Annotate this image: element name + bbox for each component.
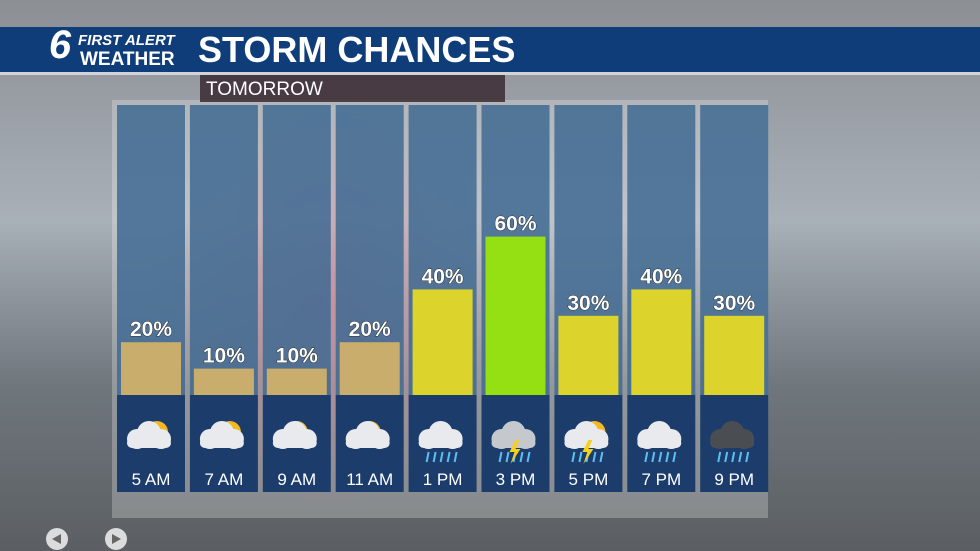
icon-rain <box>724 451 729 463</box>
x-tick-label: 3 PM <box>496 470 536 489</box>
icon-rain <box>453 451 458 463</box>
value-label: 20% <box>349 318 391 341</box>
icon-rain <box>432 451 437 463</box>
icon-rain <box>578 451 583 463</box>
icon-rain <box>745 451 750 463</box>
header-rule <box>0 72 980 75</box>
icon-rain <box>526 451 531 463</box>
x-tick-label: 5 AM <box>132 470 171 489</box>
weather-icon <box>127 421 171 449</box>
value-label: 40% <box>422 265 464 288</box>
x-tick-label: 9 PM <box>714 470 754 489</box>
bar <box>121 342 181 395</box>
icon-rain <box>498 451 503 463</box>
icon-cloud <box>272 438 317 448</box>
icon-cloud <box>127 438 171 448</box>
column-bg <box>262 105 331 395</box>
icon-rain <box>651 451 656 463</box>
header-bar <box>0 27 980 72</box>
icon-bolt <box>509 440 521 464</box>
x-tick-label: 9 AM <box>277 470 316 489</box>
icon-rain <box>592 451 597 463</box>
x-tick-label: 5 PM <box>569 470 609 489</box>
x-tick-label: 1 PM <box>423 470 463 489</box>
icon-rain <box>571 451 576 463</box>
x-tick-label: 11 AM <box>346 470 393 489</box>
weather-icon <box>345 421 390 449</box>
icon-cloud <box>199 438 244 448</box>
icon-cloud <box>564 438 609 448</box>
bar <box>704 315 765 395</box>
icon-cloud <box>710 438 755 448</box>
value-label: 40% <box>640 265 682 288</box>
chart-title: STORM CHANCES <box>198 29 515 70</box>
chart-subtitle: TOMORROW <box>206 79 323 100</box>
icon-rain <box>439 451 444 463</box>
icon-cloud <box>491 438 536 448</box>
value-label: 60% <box>494 213 536 236</box>
weather-icon <box>272 421 317 449</box>
icon-rain <box>731 451 736 463</box>
icon-rain <box>599 451 604 463</box>
weather-icon <box>418 421 463 463</box>
icon-rain <box>505 451 510 463</box>
icon-bolt <box>582 440 594 464</box>
icon-cloud <box>637 438 682 448</box>
icon-cloud <box>418 438 463 448</box>
bar <box>558 315 619 395</box>
weather-icon <box>637 421 682 463</box>
value-label: 30% <box>567 292 609 315</box>
value-label: 10% <box>203 345 245 368</box>
bar <box>485 236 546 395</box>
bar <box>339 342 400 395</box>
value-label: 30% <box>713 292 755 315</box>
bar <box>266 368 327 395</box>
icon-rain <box>446 451 451 463</box>
weather-icon <box>491 421 536 464</box>
bar <box>631 289 692 395</box>
weather-icon <box>564 421 609 464</box>
subtitle-box <box>200 75 505 102</box>
logo-line2: WEATHER <box>80 49 175 70</box>
icon-rain <box>644 451 649 463</box>
logo-line1: FIRST ALERT <box>78 32 177 49</box>
icon-rain <box>717 451 722 463</box>
nav-next-arrow <box>112 534 121 544</box>
x-tick-label: 7 PM <box>641 470 681 489</box>
bar <box>412 289 473 395</box>
icon-rain <box>738 451 743 463</box>
x-tick-label: 7 AM <box>205 470 244 489</box>
icon-rain <box>658 451 663 463</box>
logo-number: 6 <box>49 23 72 67</box>
column-bg <box>189 105 258 395</box>
weather-icon <box>710 421 755 463</box>
nav-prev-arrow <box>52 534 61 544</box>
icon-cloud <box>345 438 390 448</box>
bar <box>193 368 254 395</box>
icon-rain <box>665 451 670 463</box>
icon-rain <box>519 451 524 463</box>
weather-icon <box>199 421 244 449</box>
value-label: 10% <box>276 345 318 368</box>
icon-rain <box>672 451 677 463</box>
nav <box>46 528 127 550</box>
icon-rain <box>425 451 430 463</box>
value-label: 20% <box>130 318 172 341</box>
